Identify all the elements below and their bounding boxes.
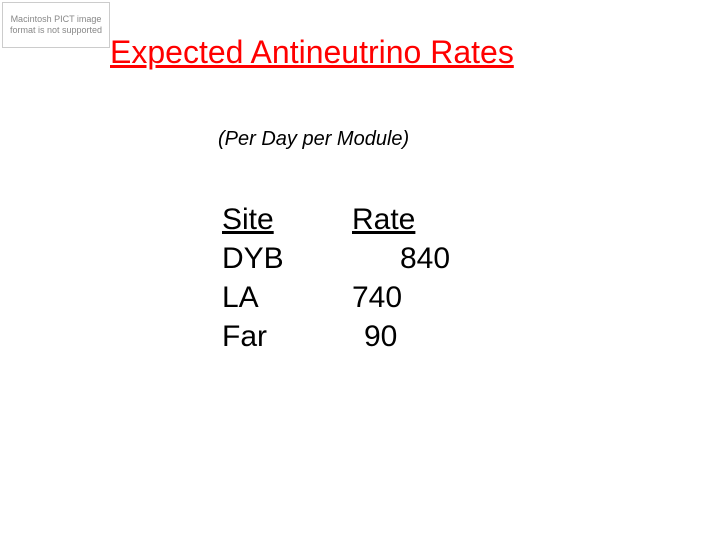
site-cell: LA — [222, 278, 352, 317]
table-row: LA 740 — [222, 278, 480, 317]
table-header-row: Site Rate — [222, 200, 480, 239]
site-cell: DYB — [222, 239, 352, 278]
rates-table: Site Rate DYB 840 LA 740 Far 90 — [222, 200, 480, 356]
page-title: Expected Antineutrino Rates — [110, 34, 514, 71]
rate-cell: 90 — [352, 317, 480, 356]
pict-placeholder-text: Macintosh PICT image format is not suppo… — [5, 14, 107, 36]
col-header-site: Site — [222, 200, 352, 239]
table-row: DYB 840 — [222, 239, 480, 278]
col-header-rate: Rate — [352, 200, 480, 239]
rate-cell: 840 — [352, 239, 480, 278]
pict-placeholder: Macintosh PICT image format is not suppo… — [2, 2, 110, 48]
site-cell: Far — [222, 317, 352, 356]
rate-cell: 740 — [352, 278, 480, 317]
subtitle: (Per Day per Module) — [218, 128, 409, 151]
table-row: Far 90 — [222, 317, 480, 356]
